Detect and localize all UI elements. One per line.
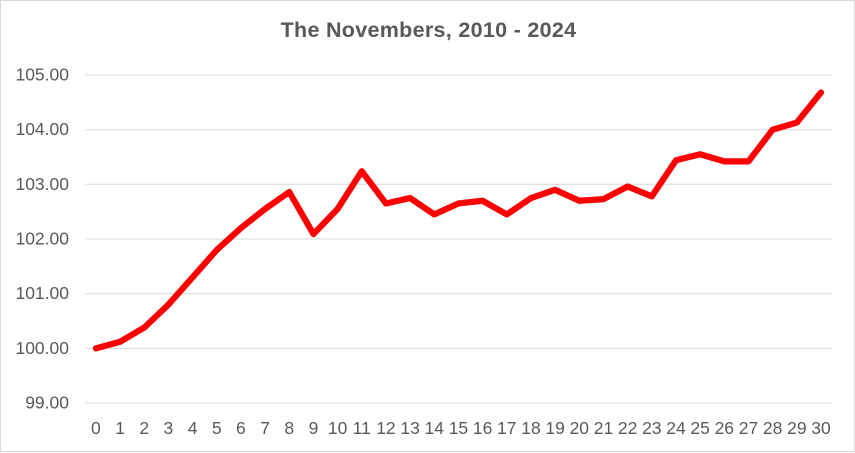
svg-text:17: 17 <box>497 418 516 438</box>
svg-text:27: 27 <box>739 418 758 438</box>
svg-text:13: 13 <box>400 418 419 438</box>
svg-text:105.00: 105.00 <box>15 65 69 85</box>
svg-text:9: 9 <box>309 418 319 438</box>
svg-text:18: 18 <box>521 418 540 438</box>
svg-text:30: 30 <box>811 418 831 438</box>
svg-text:102.00: 102.00 <box>15 229 69 249</box>
svg-text:2: 2 <box>139 418 149 438</box>
svg-text:100.00: 100.00 <box>15 338 69 358</box>
svg-text:21: 21 <box>594 418 613 438</box>
svg-text:5: 5 <box>212 418 222 438</box>
svg-text:4: 4 <box>188 418 198 438</box>
svg-text:11: 11 <box>353 418 371 438</box>
svg-text:22: 22 <box>618 418 637 438</box>
svg-text:23: 23 <box>642 418 661 438</box>
svg-text:8: 8 <box>284 418 294 438</box>
svg-text:26: 26 <box>715 418 734 438</box>
svg-text:101.00: 101.00 <box>15 283 69 303</box>
svg-text:19: 19 <box>545 418 564 438</box>
svg-text:15: 15 <box>449 418 468 438</box>
svg-text:12: 12 <box>376 418 395 438</box>
svg-text:3: 3 <box>164 418 174 438</box>
svg-text:7: 7 <box>260 418 270 438</box>
svg-text:14: 14 <box>425 418 445 438</box>
svg-text:103.00: 103.00 <box>15 174 69 194</box>
svg-text:28: 28 <box>763 418 782 438</box>
svg-text:6: 6 <box>236 418 246 438</box>
svg-text:99.00: 99.00 <box>25 393 69 413</box>
svg-text:29: 29 <box>787 418 806 438</box>
svg-text:1: 1 <box>115 418 125 438</box>
svg-text:104.00: 104.00 <box>15 119 69 139</box>
svg-text:16: 16 <box>473 418 492 438</box>
svg-text:10: 10 <box>328 418 348 438</box>
svg-text:0: 0 <box>91 418 101 438</box>
svg-text:25: 25 <box>690 418 709 438</box>
svg-text:20: 20 <box>570 418 590 438</box>
svg-text:24: 24 <box>666 418 686 438</box>
